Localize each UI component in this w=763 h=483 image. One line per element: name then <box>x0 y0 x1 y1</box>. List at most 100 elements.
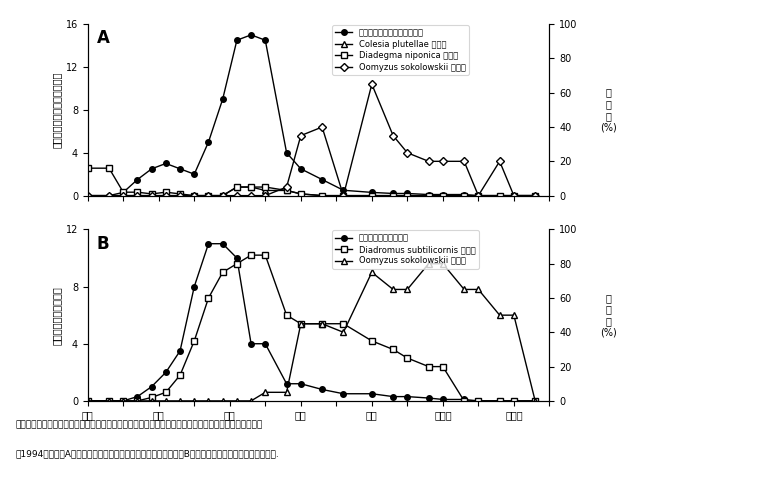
Diadromus subtilicornis 寄生率 <box>459 398 468 404</box>
Diadromus subtilicornis 寄生率 <box>317 321 327 327</box>
Colesia plutellae 寄生率 <box>438 193 447 199</box>
コナガ蛹株当たり密度 <box>339 391 348 397</box>
Text: 第１図．キャベツ畑におけるコナガ４齢幼虫及び蛹の発生消長と主要寄生蜂による寄生率の季節的変化: 第１図．キャベツ畑におけるコナガ４齢幼虫及び蛹の発生消長と主要寄生蜂による寄生率… <box>15 420 262 429</box>
コナガ蛹株当たり密度 <box>317 386 327 392</box>
Oomyzus sokolowskii 寄生率 <box>296 321 305 327</box>
Diadegma niponica 寄生率 <box>424 193 433 199</box>
Diadegma niponica 寄生率 <box>509 193 518 199</box>
Colesia plutellae 寄生率 <box>282 187 291 193</box>
Diadromus subtilicornis 寄生率 <box>296 321 305 327</box>
Oomyzus sokolowskii 寄生率 <box>83 398 92 404</box>
Diadegma niponica 寄生率 <box>190 193 199 199</box>
Colesia plutellae 寄生率 <box>530 193 539 199</box>
コナガ蛹株当たり密度 <box>147 384 156 389</box>
コナガ４齢幼虫株当たり密度 <box>474 193 483 199</box>
コナガ蛹株当たり密度 <box>218 241 227 247</box>
Line: Oomyzus sokolowskii 寄生率: Oomyzus sokolowskii 寄生率 <box>85 261 538 404</box>
コナガ蛹株当たり密度 <box>424 395 433 401</box>
Diadegma niponica 寄生率 <box>133 189 142 195</box>
Colesia plutellae 寄生率 <box>339 193 348 199</box>
Diadegma niponica 寄生率 <box>232 184 241 190</box>
Oomyzus sokolowskii 寄生率 <box>232 193 241 199</box>
Diadegma niponica 寄生率 <box>339 193 348 199</box>
コナガ蛹株当たり密度 <box>161 369 170 375</box>
Legend: コナガ蛹株当たり密度, Diadromus subtilicornis 寄生率, Oomyzus sokolowskii 寄生率: コナガ蛹株当たり密度, Diadromus subtilicornis 寄生率,… <box>332 230 478 269</box>
Oomyzus sokolowskii 寄生率 <box>119 398 128 404</box>
Line: Diadegma niponica 寄生率: Diadegma niponica 寄生率 <box>85 165 538 199</box>
Diadromus subtilicornis 寄生率 <box>530 398 539 404</box>
Diadegma niponica 寄生率 <box>388 193 398 199</box>
Colesia plutellae 寄生率 <box>474 193 483 199</box>
Y-axis label: コナガ蛹株当たり密度: コナガ蛹株当たり密度 <box>51 286 62 344</box>
Colesia plutellae 寄生率 <box>105 193 114 199</box>
Text: （1994年）．（A）４齢幼虫密度とそれから羽化した寄生蜂、（B）蛹密度とそれから羽化した寄生蜂.: （1994年）．（A）４齢幼虫密度とそれから羽化した寄生蜂、（B）蛹密度とそれか… <box>15 449 279 458</box>
Colesia plutellae 寄生率 <box>133 193 142 199</box>
コナガ蛹株当たり密度 <box>204 241 213 247</box>
コナガ４齢幼虫株当たり密度 <box>246 32 256 38</box>
Diadromus subtilicornis 寄生率 <box>161 389 170 395</box>
Line: Colesia plutellae 寄生率: Colesia plutellae 寄生率 <box>85 184 538 199</box>
Oomyzus sokolowskii 寄生率 <box>530 398 539 404</box>
Oomyzus sokolowskii 寄生率 <box>403 150 412 156</box>
Diadromus subtilicornis 寄生率 <box>175 372 185 378</box>
Colesia plutellae 寄生率 <box>296 191 305 197</box>
Diadegma niponica 寄生率 <box>403 193 412 199</box>
Y-axis label: コナガ４齢幼虫株当たり密度: コナガ４齢幼虫株当たり密度 <box>51 71 62 148</box>
Oomyzus sokolowskii 寄生率 <box>388 286 398 292</box>
コナガ蛹株当たり密度 <box>495 398 504 404</box>
コナガ４齢幼虫株当たり密度 <box>388 191 398 197</box>
Oomyzus sokolowskii 寄生率 <box>509 312 518 318</box>
コナガ蛹株当たり密度 <box>438 397 447 402</box>
Oomyzus sokolowskii 寄生率 <box>119 193 128 199</box>
コナガ４齢幼虫株当たり密度 <box>424 192 433 198</box>
コナガ４齢幼虫株当たり密度 <box>282 150 291 156</box>
Oomyzus sokolowskii 寄生率 <box>424 158 433 164</box>
Diadromus subtilicornis 寄生率 <box>133 398 142 404</box>
コナガ４齢幼虫株当たり密度 <box>530 193 539 199</box>
Diadegma niponica 寄生率 <box>246 184 256 190</box>
コナガ４齢幼虫株当たり密度 <box>232 37 241 43</box>
Diadromus subtilicornis 寄生率 <box>509 398 518 404</box>
Oomyzus sokolowskii 寄生率 <box>105 193 114 199</box>
Oomyzus sokolowskii 寄生率 <box>438 261 447 267</box>
Oomyzus sokolowskii 寄生率 <box>367 81 376 87</box>
コナガ蛹株当たり密度 <box>175 348 185 354</box>
Diadromus subtilicornis 寄生率 <box>339 321 348 327</box>
Line: コナガ蛹株当たり密度: コナガ蛹株当たり密度 <box>85 241 538 404</box>
Line: Diadromus subtilicornis 寄生率: Diadromus subtilicornis 寄生率 <box>85 252 538 404</box>
Oomyzus sokolowskii 寄生率 <box>403 286 412 292</box>
Diadromus subtilicornis 寄生率 <box>218 270 227 275</box>
コナガ４齢幼虫株当たり密度 <box>105 193 114 199</box>
Diadegma niponica 寄生率 <box>147 191 156 197</box>
コナガ蛹株当たり密度 <box>119 398 128 404</box>
コナガ４齢幼虫株当たり密度 <box>261 37 270 43</box>
Oomyzus sokolowskii 寄生率 <box>424 261 433 267</box>
Colesia plutellae 寄生率 <box>119 193 128 199</box>
Oomyzus sokolowskii 寄生率 <box>190 398 199 404</box>
コナガ４齢幼虫株当たり密度 <box>204 139 213 145</box>
Oomyzus sokolowskii 寄生率 <box>509 193 518 199</box>
Oomyzus sokolowskii 寄生率 <box>261 389 270 395</box>
Oomyzus sokolowskii 寄生率 <box>175 398 185 404</box>
Colesia plutellae 寄生率 <box>509 193 518 199</box>
Colesia plutellae 寄生率 <box>388 193 398 199</box>
Oomyzus sokolowskii 寄生率 <box>218 193 227 199</box>
Oomyzus sokolowskii 寄生率 <box>204 193 213 199</box>
コナガ４齢幼虫株当たり密度 <box>296 166 305 172</box>
Colesia plutellae 寄生率 <box>317 193 327 199</box>
コナガ蛹株当たり密度 <box>296 381 305 386</box>
Oomyzus sokolowskii 寄生率 <box>495 312 504 318</box>
コナガ４齢幼虫株当たり密度 <box>438 192 447 198</box>
Line: コナガ４齢幼虫株当たり密度: コナガ４齢幼虫株当たり密度 <box>85 32 538 199</box>
コナガ蛹株当たり密度 <box>388 394 398 399</box>
Oomyzus sokolowskii 寄生率 <box>246 193 256 199</box>
コナガ蛹株当たり密度 <box>282 381 291 386</box>
Oomyzus sokolowskii 寄生率 <box>133 398 142 404</box>
コナガ蛹株当たり密度 <box>261 341 270 347</box>
コナガ４齢幼虫株当たり密度 <box>339 187 348 193</box>
コナガ４齢幼虫株当たり密度 <box>190 171 199 177</box>
Diadromus subtilicornis 寄生率 <box>367 338 376 344</box>
コナガ４齢幼虫株当たり密度 <box>403 191 412 197</box>
Oomyzus sokolowskii 寄生率 <box>204 398 213 404</box>
コナガ４齢幼虫株当たり密度 <box>147 166 156 172</box>
